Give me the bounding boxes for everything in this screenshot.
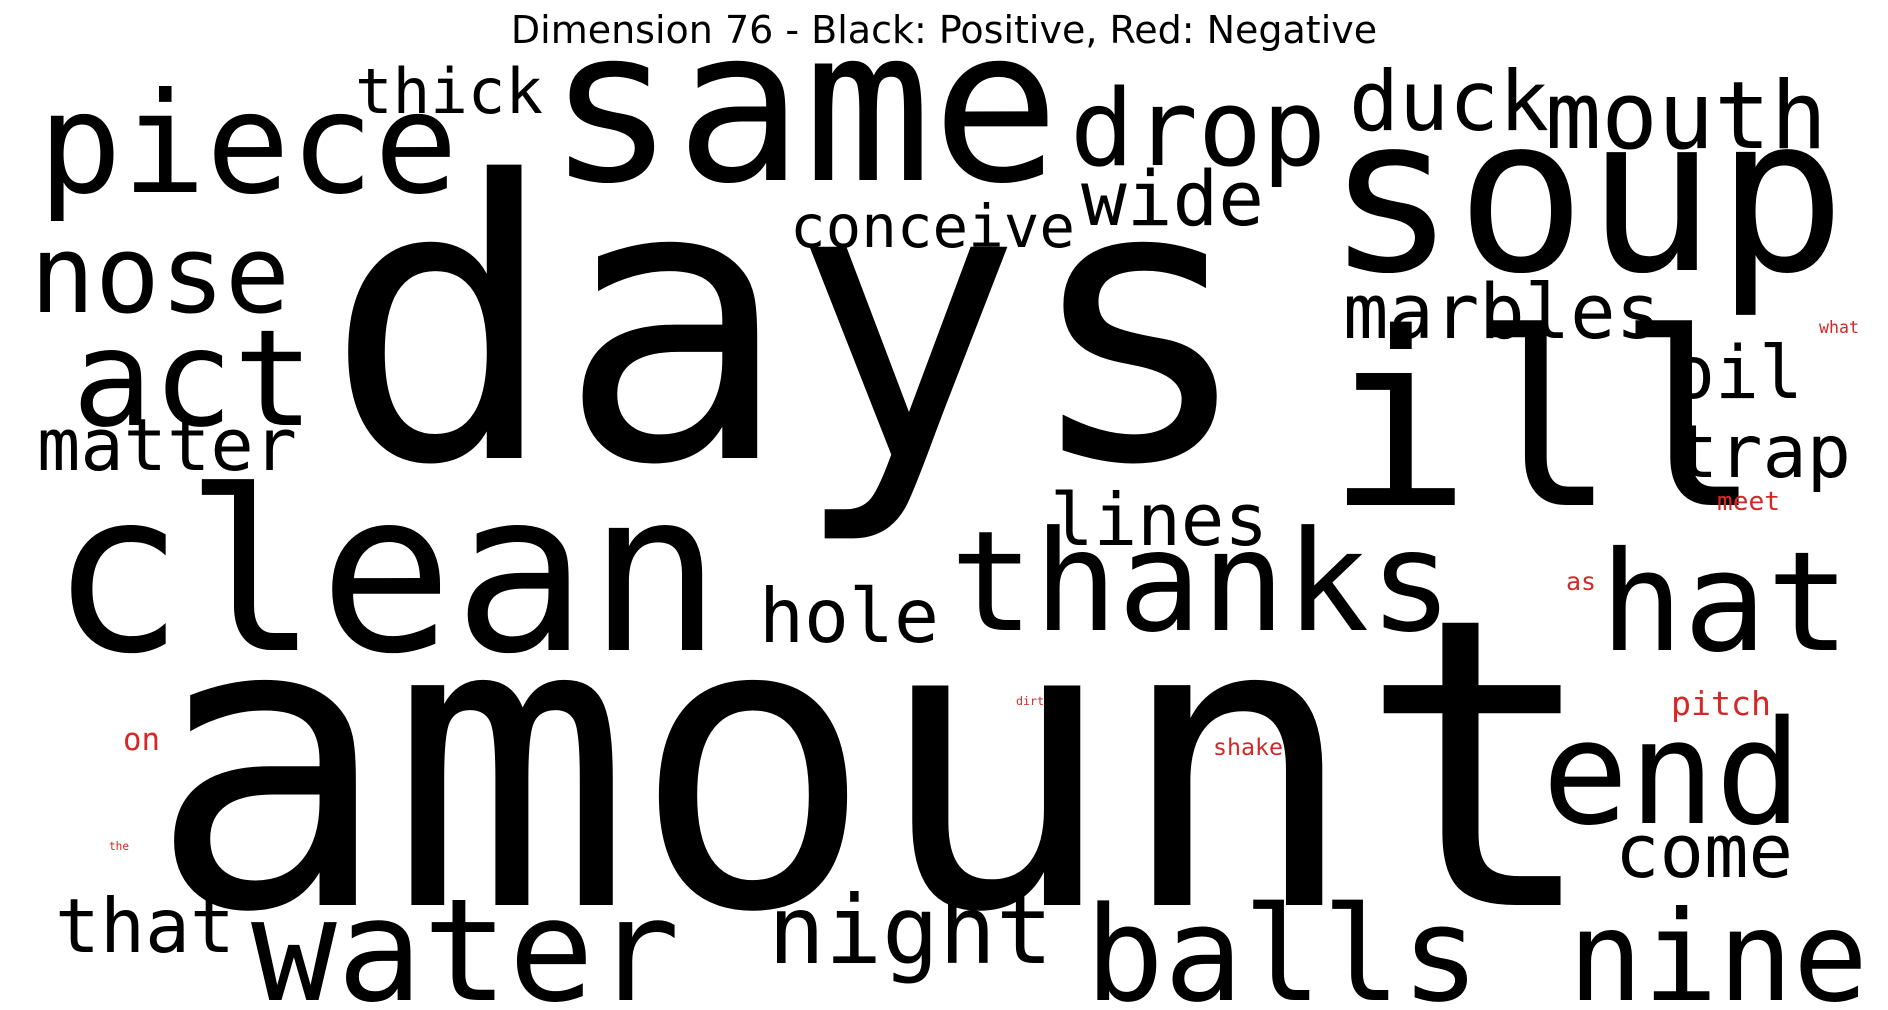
word-nose: nose bbox=[30, 213, 290, 338]
word-on: on bbox=[123, 723, 160, 758]
chart-title: Dimension 76 - Black: Positive, Red: Neg… bbox=[510, 8, 1378, 52]
word-night: night bbox=[768, 876, 1053, 986]
word-act: act bbox=[72, 301, 314, 457]
word-dirt: dirt bbox=[1016, 694, 1044, 708]
word-mouth: mouth bbox=[1545, 62, 1827, 171]
word-hat: hat bbox=[1600, 522, 1850, 683]
word-matter: matter bbox=[37, 403, 297, 487]
word-marbles: marbles bbox=[1343, 268, 1661, 356]
word-drop: drop bbox=[1070, 67, 1326, 191]
word-balls: balls bbox=[1085, 878, 1480, 1010]
word-that: that bbox=[55, 883, 235, 970]
word-clean: clean bbox=[50, 443, 722, 703]
word-hole: hole bbox=[759, 573, 939, 660]
word-duck: duck bbox=[1349, 53, 1549, 150]
word-thanks: thanks bbox=[950, 501, 1453, 663]
word-come: come bbox=[1615, 809, 1793, 895]
word-soup: soup bbox=[1326, 70, 1846, 321]
word-oil: oil bbox=[1671, 331, 1803, 416]
word-shake: shake bbox=[1213, 734, 1283, 761]
word-piece: piece bbox=[38, 63, 458, 225]
word-amount: amount bbox=[148, 532, 1600, 1000]
word-meet: meet bbox=[1717, 487, 1780, 517]
word-the: the bbox=[109, 840, 129, 853]
word-ill: ill bbox=[1326, 281, 1762, 562]
word-thick: thick bbox=[355, 55, 543, 128]
word-conceive: conceive bbox=[790, 192, 1075, 261]
word-pitch: pitch bbox=[1671, 684, 1771, 723]
word-same: same bbox=[547, 0, 1060, 231]
word-wide: wide bbox=[1081, 154, 1264, 243]
word-days: days bbox=[325, 101, 1255, 550]
word-water: water bbox=[251, 868, 680, 1010]
word-end: end bbox=[1542, 689, 1802, 857]
word-nine: nine bbox=[1568, 885, 1868, 1010]
word-as: as bbox=[1566, 567, 1596, 596]
word-lines: lines bbox=[1050, 479, 1268, 563]
word-trap: trap bbox=[1674, 410, 1851, 495]
word-what: what bbox=[1819, 318, 1859, 337]
